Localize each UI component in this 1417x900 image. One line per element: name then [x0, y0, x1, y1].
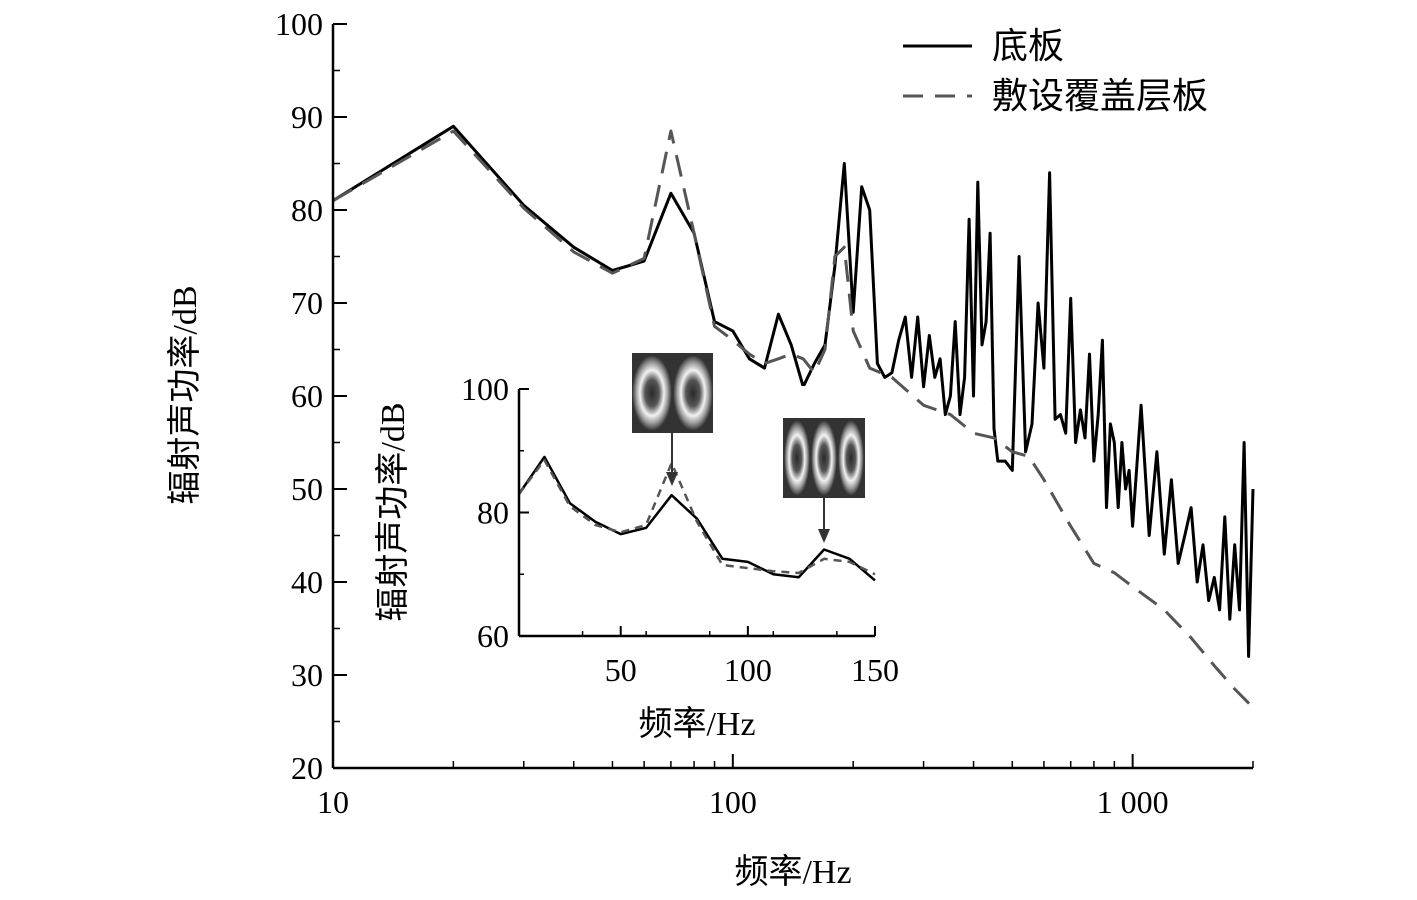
main-x-axis-label: 频率/Hz [734, 853, 851, 891]
inset-x-tick-label: 50 [605, 652, 637, 688]
inset-y-tick-label: 100 [461, 371, 509, 407]
main-axes: 20 30 40 50 60 70 80 90 100 10 100 1 000 [275, 6, 1254, 820]
mode-shape-image-1 [632, 353, 713, 433]
main-y-tick-label: 40 [291, 564, 323, 600]
main-x-tick-label: 100 [709, 784, 757, 820]
mode-arrow-2-head [818, 529, 830, 543]
inset-chart: 60 80 100 50 100 150 频率/Hz 辐射声功率/dB [374, 353, 899, 743]
main-y-tick-label: 60 [291, 378, 323, 414]
mode-shape-image-2 [783, 418, 865, 498]
inset-x-tick-label: 150 [851, 652, 899, 688]
main-y-tick-label: 50 [291, 471, 323, 507]
inset-axes: 60 80 100 50 100 150 [461, 371, 899, 688]
inset-y-tick-label: 80 [477, 495, 509, 531]
inset-series-base-plate-line [517, 455, 876, 582]
main-y-tick-label: 70 [291, 285, 323, 321]
inset-y-tick-label: 60 [477, 618, 509, 654]
main-y-tick-label: 20 [291, 750, 323, 786]
main-y-tick-label: 90 [291, 99, 323, 135]
legend-label-base-plate: 底板 [992, 26, 1064, 66]
main-x-tick-label: 10 [317, 784, 349, 820]
inset-series-group [517, 455, 876, 582]
inset-x-axis-label: 频率/Hz [638, 705, 755, 743]
main-series-base-plate-line [332, 124, 1255, 658]
main-y-axis-label: 辐射声功率/dB [166, 285, 204, 504]
inset-series-coated-plate-line [517, 458, 876, 576]
main-chart: 20 30 40 50 60 70 80 90 100 10 100 1 000 频率/Hz 辐射声功… [166, 6, 1255, 891]
legend: 底板 敷设覆盖层板 [903, 26, 1208, 116]
main-y-tick-label: 30 [291, 657, 323, 693]
main-y-tick-label: 100 [275, 6, 323, 42]
main-y-tick-label: 80 [291, 192, 323, 228]
legend-label-coated-plate: 敷设覆盖层板 [992, 76, 1208, 116]
inset-x-tick-label: 100 [724, 652, 772, 688]
inset-y-axis-label: 辐射声功率/dB [374, 402, 412, 621]
main-series-group [332, 124, 1255, 709]
mode-arrow-1-head [666, 472, 678, 486]
main-x-tick-label: 1 000 [1097, 784, 1169, 820]
